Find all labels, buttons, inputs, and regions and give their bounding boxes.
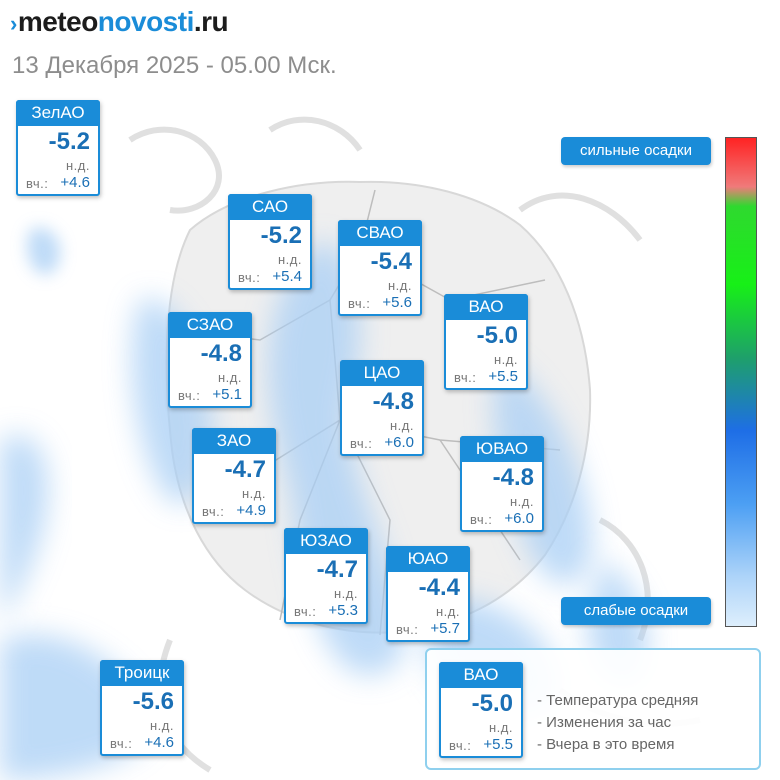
- hourly-change: н.д.: [388, 278, 412, 293]
- legend-line-yesterday: - Вчера в это время: [537, 736, 675, 753]
- district-name: САО: [228, 194, 312, 220]
- yesterday-value: +5.1: [212, 386, 242, 403]
- district-name: Троицк: [100, 660, 184, 686]
- district-name: ЮАО: [386, 546, 470, 572]
- district-name: СЗАО: [168, 312, 252, 338]
- district-card-zao: ЗАО -4.7 н.д. вч.: +4.9: [192, 428, 276, 524]
- temperature-value: -4.4: [418, 574, 460, 601]
- logo-accent: novosti: [97, 6, 195, 37]
- precipitation-scale-bar: [725, 137, 757, 627]
- yesterday-value: +5.6: [382, 294, 412, 311]
- hourly-change: н.д.: [334, 586, 358, 601]
- district-card-szao: СЗАО -4.8 н.д. вч.: +5.1: [168, 312, 252, 408]
- temperature-value: -5.2: [260, 222, 302, 249]
- district-name: ЮЗАО: [284, 528, 368, 554]
- temperature-value: -4.8: [372, 388, 414, 415]
- yesterday-value: +4.6: [144, 734, 174, 751]
- legend-line-hourly-change: - Изменения за час: [537, 714, 672, 731]
- site-logo[interactable]: ›meteonovosti.ru: [10, 6, 229, 38]
- yesterday-label: вч.:: [470, 512, 493, 527]
- temperature-value: -5.2: [48, 128, 90, 155]
- yesterday-value: +5.4: [272, 268, 302, 285]
- district-name: ВАО: [439, 662, 523, 688]
- yesterday-label: вч.:: [348, 296, 371, 311]
- legend-explanations: - Температура средняя - Изменения за час…: [537, 690, 698, 756]
- hourly-change: н.д.: [390, 418, 414, 433]
- hourly-change: н.д.: [436, 604, 460, 619]
- yesterday-value: +6.0: [384, 434, 414, 451]
- temperature-value: -4.7: [224, 456, 266, 483]
- hourly-change: н.д.: [510, 494, 534, 509]
- district-card-zelao: ЗелАО -5.2 н.д. вч.: +4.6: [16, 100, 100, 196]
- yesterday-value: +5.7: [430, 620, 460, 637]
- district-name: ЗелАО: [16, 100, 100, 126]
- temperature-value: -4.7: [316, 556, 358, 583]
- hourly-change: н.д.: [150, 718, 174, 733]
- district-card-yuzao: ЮЗАО -4.7 н.д. вч.: +5.3: [284, 528, 368, 624]
- yesterday-value: +4.6: [60, 174, 90, 191]
- district-name: ЗАО: [192, 428, 276, 454]
- yesterday-value: +4.9: [236, 502, 266, 519]
- logo-prefix: meteo: [17, 6, 98, 37]
- hourly-change: н.д.: [278, 252, 302, 267]
- yesterday-value: +5.5: [483, 736, 513, 753]
- yesterday-label: вч.:: [294, 604, 317, 619]
- yesterday-label: вч.:: [350, 436, 373, 451]
- hourly-change: н.д.: [242, 486, 266, 501]
- hourly-change: н.д.: [218, 370, 242, 385]
- district-card-yuao: ЮАО -4.4 н.д. вч.: +5.7: [386, 546, 470, 642]
- hourly-change: н.д.: [494, 352, 518, 367]
- scale-top-label: сильные осадки: [561, 137, 711, 165]
- district-card-vao: ВАО -5.0 н.д. вч.: +5.5: [444, 294, 528, 390]
- date-time-line: 13 Декабря 2025 - 05.00 Мск.: [12, 52, 337, 79]
- temperature-value: -5.6: [132, 688, 174, 715]
- district-card-svao: СВАО -5.4 н.д. вч.: +5.6: [338, 220, 422, 316]
- district-name: ЦАО: [340, 360, 424, 386]
- yesterday-label: вч.:: [202, 504, 225, 519]
- legend-sample-card: ВАО -5.0 н.д. вч.: +5.5: [439, 662, 523, 758]
- temperature-value: -5.0: [471, 690, 513, 717]
- district-card-tsao: ЦАО -4.8 н.д. вч.: +6.0: [340, 360, 424, 456]
- legend-line-temperature: - Температура средняя: [537, 692, 699, 709]
- logo-chevron-icon: ›: [10, 11, 17, 36]
- yesterday-label: вч.:: [396, 622, 419, 637]
- temperature-value: -4.8: [200, 340, 242, 367]
- yesterday-value: +5.5: [488, 368, 518, 385]
- hourly-change: н.д.: [66, 158, 90, 173]
- yesterday-value: +6.0: [504, 510, 534, 527]
- yesterday-label: вч.:: [110, 736, 133, 751]
- district-card-yuvao: ЮВАО -4.8 н.д. вч.: +6.0: [460, 436, 544, 532]
- logo-suffix: .ru: [193, 6, 229, 37]
- temperature-value: -5.0: [476, 322, 518, 349]
- yesterday-label: вч.:: [454, 370, 477, 385]
- district-card-troitsk: Троицк -5.6 н.д. вч.: +4.6: [100, 660, 184, 756]
- hourly-change: н.д.: [489, 720, 513, 735]
- yesterday-label: вч.:: [26, 176, 49, 191]
- yesterday-value: +5.3: [328, 602, 358, 619]
- district-name: ЮВАО: [460, 436, 544, 462]
- yesterday-label: вч.:: [178, 388, 201, 403]
- scale-bottom-label: слабые осадки: [561, 597, 711, 625]
- temperature-value: -4.8: [492, 464, 534, 491]
- legend-panel: ВАО -5.0 н.д. вч.: +5.5 - Температура ср…: [425, 648, 761, 770]
- district-name: СВАО: [338, 220, 422, 246]
- district-card-sao: САО -5.2 н.д. вч.: +5.4: [228, 194, 312, 290]
- yesterday-label: вч.:: [238, 270, 261, 285]
- district-name: ВАО: [444, 294, 528, 320]
- temperature-value: -5.4: [370, 248, 412, 275]
- yesterday-label: вч.:: [449, 738, 472, 753]
